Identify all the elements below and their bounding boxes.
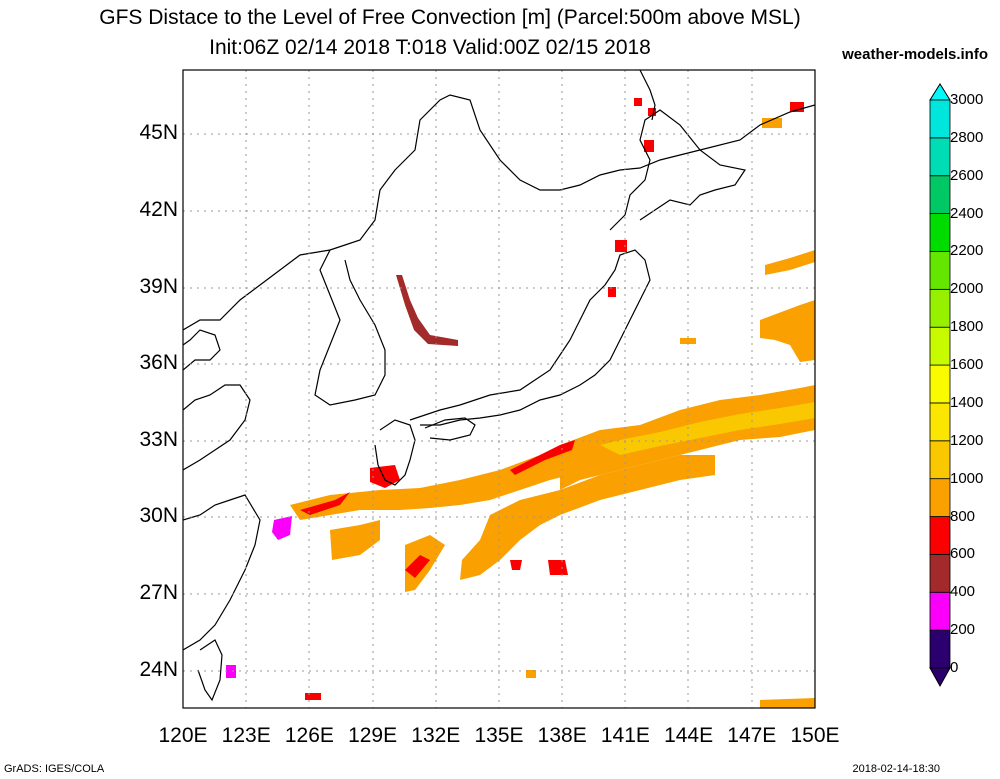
colorbar-segment: [929, 326, 951, 366]
colorbar-label: 200: [950, 621, 976, 639]
colorbar-segment: [929, 629, 951, 669]
coast-china: [183, 329, 261, 651]
colorbar-segment: [929, 175, 951, 215]
footer-timestamp: 2018-02-14-18:30: [852, 763, 940, 775]
field-red-patch: [548, 560, 568, 575]
footer-credit: GrADS: IGES/COLA: [4, 763, 105, 775]
field-band-ne: [760, 300, 815, 362]
colorbar-bottom-arrow: [929, 667, 951, 688]
map-subtitle: Init:06Z 02/14 2018 T:018 Valid:00Z 02/1…: [209, 36, 651, 59]
field-band-south: [460, 455, 715, 580]
latitude-label: 24N: [139, 658, 178, 681]
map-frame: [182, 69, 816, 709]
colorbar-segment: [929, 364, 951, 404]
field-cell: [680, 338, 696, 344]
colorbar-label: 1400: [950, 393, 984, 411]
field-cell: [648, 108, 656, 116]
longitude-label: 135E: [474, 724, 524, 747]
field-band-sw: [330, 520, 380, 560]
field-cell: [305, 693, 321, 700]
colorbar-segment: [929, 137, 951, 177]
colorbar-label: 400: [950, 583, 976, 601]
colorbar-label: 600: [950, 545, 976, 563]
colorbar-segment: [929, 402, 951, 442]
latitude-label: 33N: [139, 428, 178, 451]
field-cell: [644, 140, 654, 152]
colorbar-segment: [929, 288, 951, 328]
coast-kyushu: [374, 419, 416, 486]
longitude-label: 150E: [790, 724, 840, 747]
coast-sakhalin: [639, 70, 656, 121]
field-cell: [608, 287, 616, 297]
latitude-label: 42N: [139, 198, 178, 221]
field-patch-se: [760, 698, 815, 708]
coast-hokkaido: [609, 109, 746, 231]
longitude-label: 147E: [727, 724, 777, 747]
colorbar-label: 2400: [950, 204, 984, 222]
field-band-core: [580, 402, 815, 462]
field-brown-streak: [396, 275, 458, 346]
colorbar-segment: [929, 516, 951, 555]
colorbar-segment: [929, 251, 951, 290]
colorbar-label: 800: [950, 507, 976, 525]
field-red-kyushu: [370, 465, 400, 488]
field-cell: [526, 670, 536, 678]
colorbar-top-arrow: [929, 83, 951, 101]
field-red-coast: [300, 492, 350, 515]
latitude-label: 30N: [139, 504, 178, 527]
longitude-label: 126E: [284, 724, 334, 747]
field-cell: [615, 240, 627, 252]
colorbar-label: 2200: [950, 242, 984, 260]
coast-honshu: [409, 249, 651, 426]
colorbar-segment: [929, 591, 951, 631]
latitude-label: 36N: [139, 351, 178, 374]
longitude-label: 132E: [411, 724, 461, 747]
longitude-label: 138E: [537, 724, 587, 747]
colorbar-label: 2000: [950, 280, 984, 298]
colorbar-segment: [929, 99, 951, 139]
lfc-field: [226, 98, 815, 708]
coastlines: [183, 70, 815, 702]
colorbar-segment: [929, 478, 951, 517]
colorbar-label: 0: [950, 659, 959, 676]
longitude-label: 129E: [348, 724, 398, 747]
coast-shikoku: [424, 417, 476, 441]
coast-korea: [314, 249, 386, 406]
colorbar-label: 1000: [950, 469, 984, 487]
latitude-label: 27N: [139, 581, 178, 604]
longitude-label: 144E: [664, 724, 714, 747]
latitude-label: 45N: [139, 121, 178, 144]
coast-asia: [183, 94, 815, 331]
field-red-shore: [510, 440, 575, 475]
latitude-label: 39N: [139, 275, 178, 298]
field-cell: [762, 118, 782, 128]
longitude-label: 141E: [600, 724, 650, 747]
field-cell: [634, 98, 642, 106]
colorbar-segment: [929, 554, 951, 593]
longitude-label: 120E: [158, 724, 208, 747]
colorbar-label: 2800: [950, 128, 984, 146]
colorbar-label: 1200: [950, 431, 984, 449]
colorbar-label: 1800: [950, 318, 984, 336]
field-magenta-tw: [226, 665, 236, 678]
colorbar-label: 2600: [950, 166, 984, 184]
colorbar-label: 3000: [950, 91, 984, 108]
field-band-ne2: [765, 250, 815, 275]
longitude-label: 123E: [221, 724, 271, 747]
coast-taiwan: [197, 639, 223, 702]
colorbar-segment: [929, 213, 951, 252]
field-red-south: [405, 555, 430, 578]
field-red-patch2: [510, 560, 522, 570]
site-credit: weather-models.info: [842, 46, 988, 63]
map-title: GFS Distace to the Level of Free Convect…: [99, 6, 801, 29]
field-magenta: [272, 516, 292, 540]
graticule: [183, 70, 815, 708]
colorbar: [929, 83, 951, 688]
colorbar-segment: [929, 440, 951, 480]
field-cell: [790, 102, 804, 112]
colorbar-label: 1600: [950, 356, 984, 374]
